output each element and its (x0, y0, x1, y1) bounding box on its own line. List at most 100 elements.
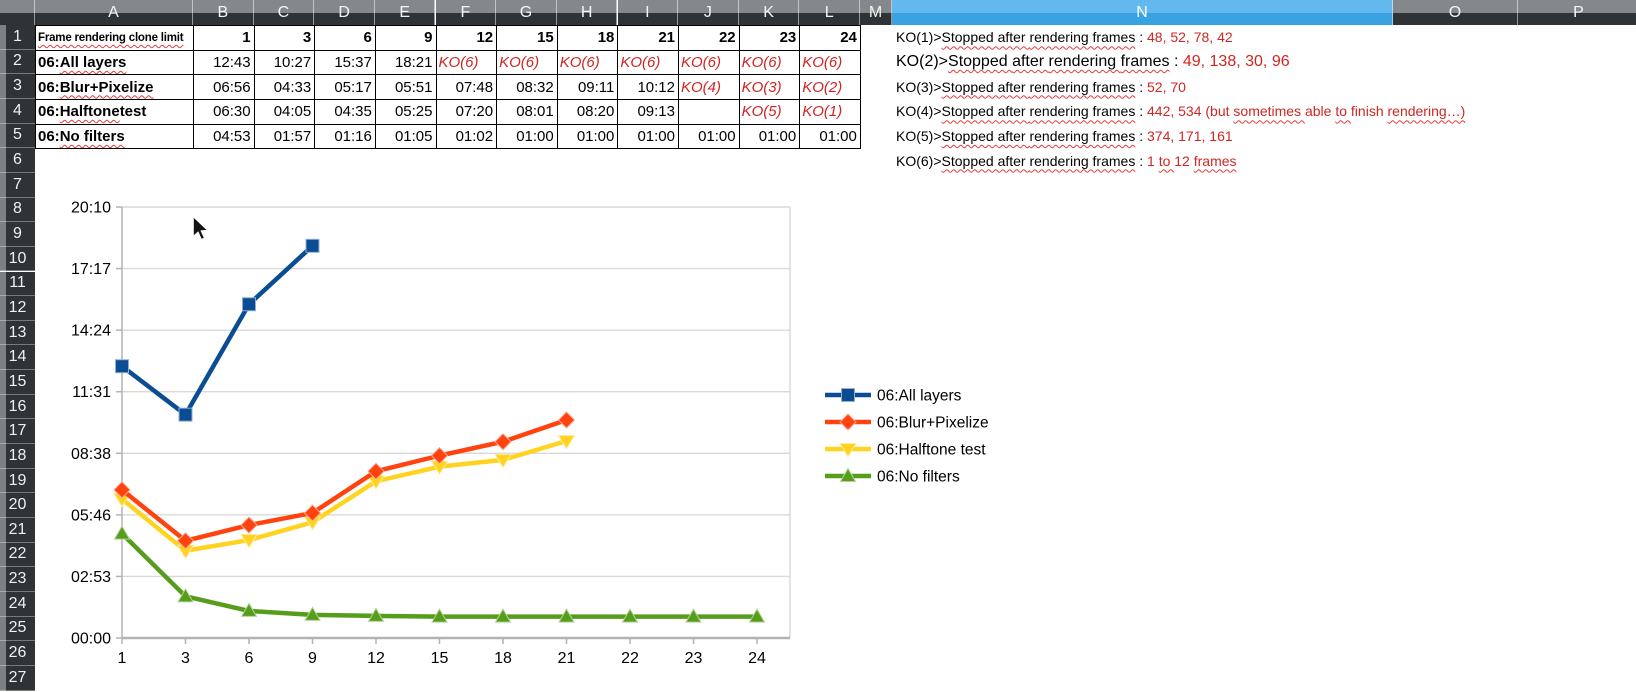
row-header-20[interactable]: 20 (0, 493, 35, 518)
cell-L5[interactable]: 01:00 (800, 124, 861, 150)
cell-D1[interactable]: 6 (315, 26, 376, 51)
cell-B3[interactable]: 06:56 (194, 75, 255, 100)
cell-C5[interactable]: 01:57 (254, 124, 316, 150)
cell-D3[interactable]: 05:17 (315, 75, 376, 100)
row-header-25[interactable]: 25 (0, 616, 35, 642)
cell-G1[interactable]: 15 (497, 26, 558, 51)
column-header-K[interactable]: K (738, 0, 800, 25)
row-header-3[interactable]: 3 (0, 74, 35, 99)
column-header-E[interactable]: E (374, 0, 436, 25)
row-header-27[interactable]: 27 (0, 665, 35, 691)
row-header-9[interactable]: 9 (0, 222, 35, 247)
cell-L3[interactable]: KO(2) (800, 75, 861, 100)
row-header-22[interactable]: 22 (0, 542, 35, 568)
cell-B5[interactable]: 04:53 (194, 124, 255, 150)
row-header-16[interactable]: 16 (0, 394, 35, 420)
cell-E5[interactable]: 01:05 (375, 124, 437, 150)
cell-F3[interactable]: 07:48 (436, 75, 498, 100)
column-header-O[interactable]: O (1393, 0, 1518, 25)
cell-F1[interactable]: 12 (436, 26, 498, 51)
column-header-P[interactable]: P (1518, 0, 1636, 25)
cell-C1[interactable]: 3 (254, 26, 316, 51)
cell-K2[interactable]: KO(6) (739, 50, 801, 76)
row-header-18[interactable]: 18 (0, 444, 35, 469)
cell-A3[interactable]: 06: Blur+Pixelize (36, 75, 194, 100)
cell-H2[interactable]: KO(6) (557, 50, 619, 76)
row-header-4[interactable]: 4 (0, 98, 35, 124)
row-header-26[interactable]: 26 (0, 641, 35, 666)
cell-D2[interactable]: 15:37 (315, 50, 376, 76)
column-header-B[interactable]: B (193, 0, 254, 25)
row-header-15[interactable]: 15 (0, 370, 35, 395)
column-header-C[interactable]: C (253, 0, 315, 25)
row-header-14[interactable]: 14 (0, 345, 35, 371)
row-header-8[interactable]: 8 (0, 197, 35, 223)
cell-A4[interactable]: 06: Halftone test (36, 99, 194, 125)
row-header-5[interactable]: 5 (0, 123, 35, 149)
row-header-17[interactable]: 17 (0, 419, 35, 445)
cell-B1[interactable]: 1 (194, 26, 255, 51)
column-header-D[interactable]: D (314, 0, 375, 25)
cell-C3[interactable]: 04:33 (254, 75, 316, 100)
column-header-N[interactable]: N (892, 0, 1393, 25)
cell-J5[interactable]: 01:00 (679, 124, 740, 150)
row-header-11[interactable]: 11 (0, 271, 35, 297)
cell-J4[interactable] (679, 99, 740, 125)
cell-D5[interactable]: 01:16 (315, 124, 376, 150)
note-ko-4[interactable]: KO(4)> Stopped after rendering frames : 4… (896, 99, 1465, 124)
cell-L4[interactable]: KO(1) (800, 99, 861, 125)
cell-D4[interactable]: 04:35 (315, 99, 376, 125)
column-header-H[interactable]: H (556, 0, 618, 25)
cell-F2[interactable]: KO(6) (436, 50, 498, 76)
column-header-J[interactable]: J (678, 0, 739, 25)
column-header-G[interactable]: G (496, 0, 557, 25)
cell-C2[interactable]: 10:27 (254, 50, 316, 76)
cell-K4[interactable]: KO(5) (739, 99, 801, 125)
cell-E4[interactable]: 05:25 (375, 99, 437, 125)
cell-E3[interactable]: 05:51 (375, 75, 437, 100)
cell-A2[interactable]: 06: All layers (36, 50, 194, 76)
cell-B2[interactable]: 12:43 (194, 50, 255, 76)
cell-L1[interactable]: 24 (800, 26, 861, 51)
cell-F4[interactable]: 07:20 (436, 99, 498, 125)
cell-C4[interactable]: 04:05 (254, 99, 316, 125)
cell-H4[interactable]: 08:20 (557, 99, 619, 125)
cell-B4[interactable]: 06:30 (194, 99, 255, 125)
cell-I4[interactable]: 09:13 (618, 99, 679, 125)
cell-G5[interactable]: 01:00 (497, 124, 558, 150)
cell-K1[interactable]: 23 (739, 26, 801, 51)
cell-I3[interactable]: 10:12 (618, 75, 679, 100)
cell-J2[interactable]: KO(6) (679, 50, 740, 76)
cell-H1[interactable]: 18 (557, 26, 619, 51)
column-header-L[interactable]: L (799, 0, 860, 25)
row-header-2[interactable]: 2 (0, 49, 35, 75)
cell-H5[interactable]: 01:00 (557, 124, 619, 150)
note-ko-5[interactable]: KO(5)> Stopped after rendering frames : 3… (896, 124, 1233, 149)
cell-F5[interactable]: 01:02 (436, 124, 498, 150)
cell-E1[interactable]: 9 (375, 26, 437, 51)
cell-A5[interactable]: 06: No filters (36, 124, 194, 150)
column-header-I[interactable]: I (617, 0, 679, 25)
row-header-7[interactable]: 7 (0, 172, 35, 198)
cell-J1[interactable]: 22 (679, 26, 740, 51)
row-header-10[interactable]: 10 (0, 246, 35, 272)
cell-G2[interactable]: KO(6) (497, 50, 558, 76)
cell-I2[interactable]: KO(6) (618, 50, 679, 76)
row-header-21[interactable]: 21 (0, 518, 35, 543)
cell-I1[interactable]: 21 (618, 26, 679, 51)
cell-K5[interactable]: 01:00 (739, 124, 801, 150)
cell-K3[interactable]: KO(3) (739, 75, 801, 100)
column-header-F[interactable]: F (435, 0, 497, 25)
row-header-24[interactable]: 24 (0, 591, 35, 617)
row-header-12[interactable]: 12 (0, 296, 35, 321)
cell-A1[interactable]: Frame rendering clone limit (36, 26, 194, 51)
note-ko-2[interactable]: KO(2)> Stopped after rendering frames : 4… (896, 50, 1290, 75)
column-header-M[interactable]: M (860, 0, 892, 25)
row-header-1[interactable]: 1 (0, 25, 35, 50)
note-ko-3[interactable]: KO(3)> Stopped after rendering frames : 5… (896, 74, 1186, 99)
cell-I5[interactable]: 01:00 (618, 124, 679, 150)
row-header-19[interactable]: 19 (0, 468, 35, 494)
cell-H3[interactable]: 09:11 (557, 75, 619, 100)
cell-L2[interactable]: KO(6) (800, 50, 861, 76)
row-header-23[interactable]: 23 (0, 567, 35, 592)
